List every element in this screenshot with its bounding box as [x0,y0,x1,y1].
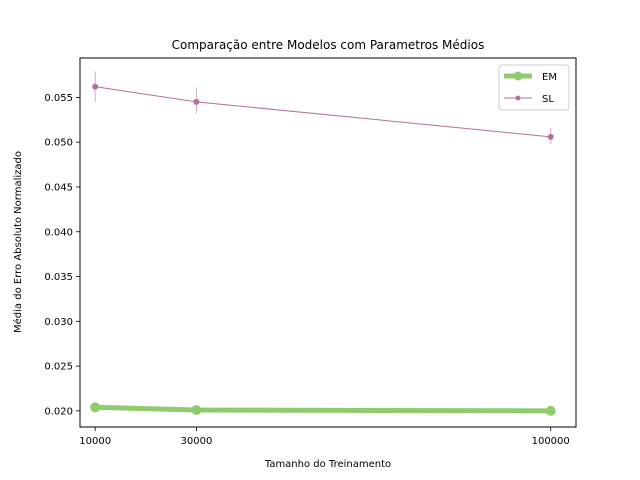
data-point [193,98,200,105]
y-tick-label: 0.055 [44,93,73,104]
data-point [547,133,554,140]
y-tick-label: 0.020 [44,406,73,417]
data-point [92,83,99,90]
legend-marker [515,95,521,101]
x-tick-label: 10000 [79,436,111,447]
y-axis-label: Média do Erro Absoluto Normalizado [12,151,24,333]
legend-box [498,64,570,111]
data-point [90,402,101,413]
plot-frame [79,57,577,428]
legend-label: SL [542,94,554,105]
x-axis-label: Tamanho do Treinamento [264,459,391,470]
chart-title: Comparação entre Modelos com Parametros … [172,38,485,52]
data-point [191,404,202,415]
legend-label: EM [542,72,557,83]
x-tick-label: 30000 [181,436,213,447]
x-tick-label: 100000 [532,436,570,447]
y-tick-label: 0.040 [44,227,73,238]
series-sl [92,71,554,144]
legend: EM SL [498,64,570,111]
series-em [90,402,556,416]
y-tick-label: 0.035 [44,272,73,283]
series-layer [90,71,556,416]
y-tick-label: 0.030 [44,317,73,328]
legend-marker [513,71,523,81]
y-tick-label: 0.050 [44,138,73,149]
y-axis: 0.020 0.025 0.030 0.035 0.040 0.045 0.050 0.055 [44,93,80,417]
y-tick-label: 0.045 [44,182,73,193]
y-tick-label: 0.025 [44,362,73,373]
data-point [545,405,556,416]
x-axis: 10000 30000 100000 [79,427,570,447]
